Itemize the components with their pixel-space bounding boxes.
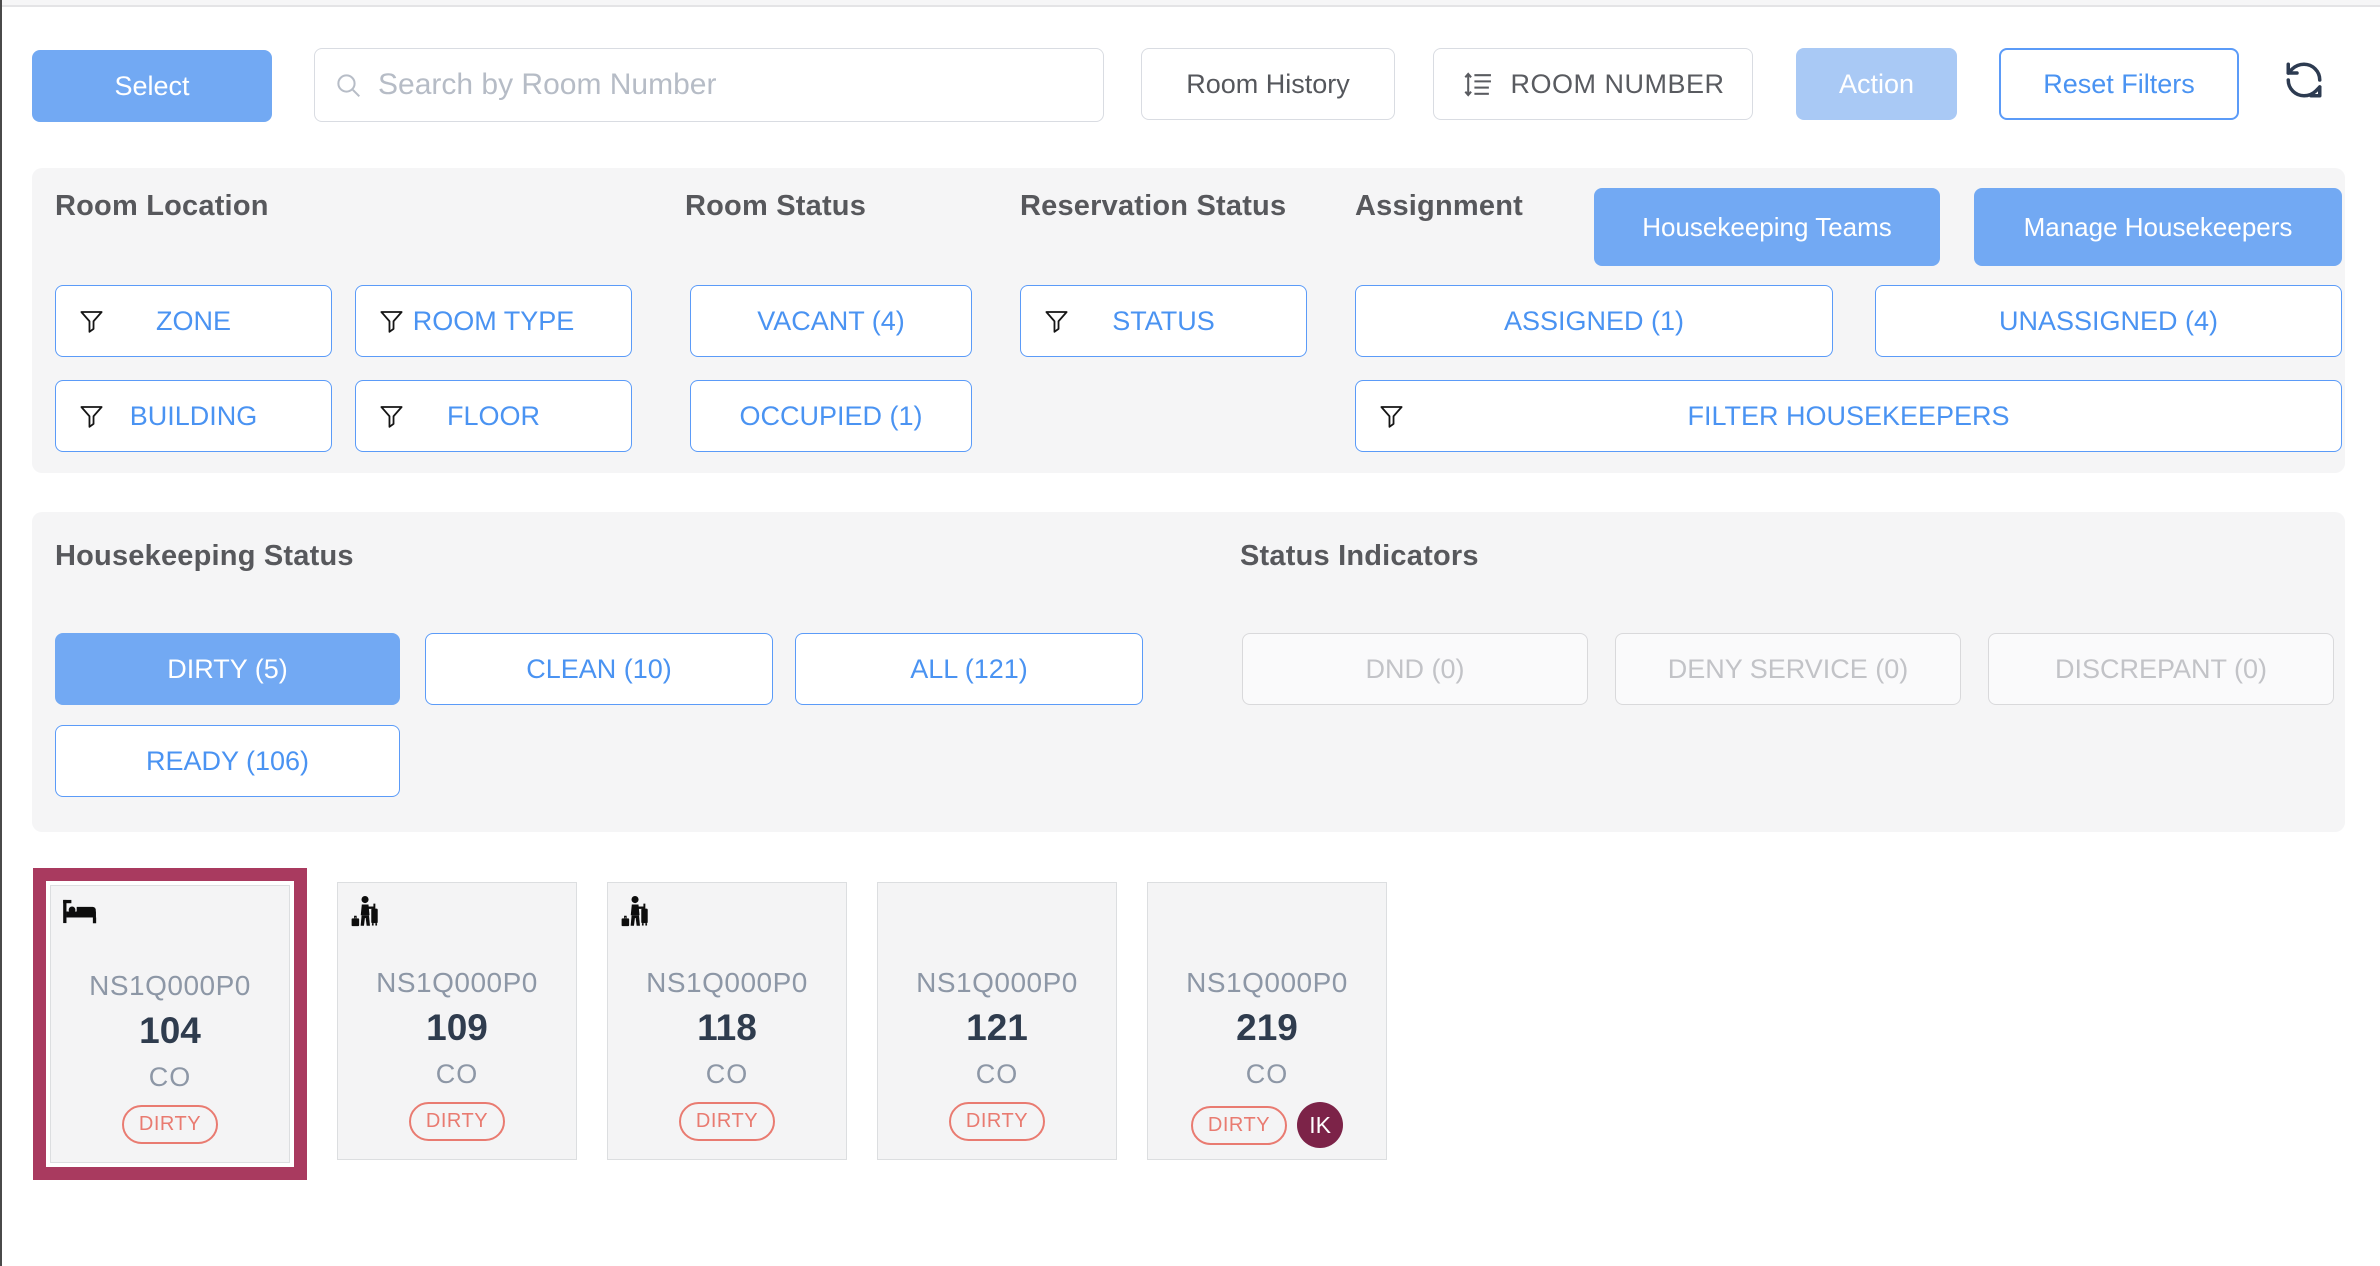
status-panel: Housekeeping Status Status Indicators DI…: [32, 512, 2345, 832]
room-card-104[interactable]: NS1Q000P0 104 CO DIRTY: [50, 885, 290, 1163]
deny-service-indicator-button[interactable]: DENY SERVICE (0): [1615, 633, 1961, 705]
reservation-status-heading: Reservation Status: [1020, 190, 1287, 222]
guest-luggage-icon: [620, 895, 649, 937]
room-type-code: NS1Q000P0: [916, 967, 1078, 998]
bed-icon: [63, 898, 100, 930]
funnel-icon: [1043, 308, 1070, 335]
housekeeping-status-badge: DIRTY: [1190, 1105, 1288, 1145]
filters-panel: Room Location Room Status Reservation St…: [32, 168, 2345, 473]
building-filter-label: BUILDING: [129, 400, 258, 431]
refresh-icon: [2283, 59, 2325, 101]
housekeeping-status-badge: DIRTY: [948, 1102, 1046, 1141]
sort-by-label: ROOM NUMBER: [1510, 68, 1725, 99]
room-number: 118: [697, 1007, 757, 1048]
occupied-filter-button[interactable]: OCCUPIED (1): [690, 380, 972, 452]
room-type-code: NS1Q000P0: [376, 967, 538, 998]
refresh-button[interactable]: [2282, 58, 2326, 102]
funnel-icon: [1378, 403, 1405, 430]
search-input[interactable]: [376, 67, 1083, 103]
room-type-filter-button[interactable]: ROOM TYPE: [355, 285, 632, 357]
top-divider: [0, 0, 2380, 7]
reservation-status-code: CO: [975, 1059, 1019, 1089]
discrepant-indicator-button[interactable]: DISCREPANT (0): [1988, 633, 2334, 705]
room-number: 109: [426, 1007, 488, 1048]
room-type-code: NS1Q000P0: [1186, 967, 1348, 998]
housekeeping-status-badge: DIRTY: [678, 1102, 776, 1141]
vacant-filter-button[interactable]: VACANT (4): [690, 285, 972, 357]
room-number: 219: [1236, 1007, 1298, 1048]
select-button[interactable]: Select: [32, 50, 272, 122]
reservation-status-code: CO: [705, 1059, 749, 1089]
room-card-118[interactable]: NS1Q000P0 118 CO DIRTY: [607, 882, 847, 1160]
room-card-109[interactable]: NS1Q000P0 109 CO DIRTY: [337, 882, 577, 1160]
funnel-icon: [78, 403, 105, 430]
building-filter-button[interactable]: BUILDING: [55, 380, 332, 452]
filter-housekeepers-label: FILTER HOUSEKEEPERS: [1687, 400, 2010, 431]
room-type-code: NS1Q000P0: [646, 967, 808, 998]
room-status-heading: Room Status: [685, 190, 867, 222]
assignment-heading: Assignment: [1355, 190, 1523, 222]
filter-housekeepers-button[interactable]: FILTER HOUSEKEEPERS: [1355, 380, 2342, 452]
housekeeping-status-badge: DIRTY: [408, 1102, 506, 1141]
reservation-status-code: CO: [1245, 1059, 1289, 1089]
selected-room-frame: NS1Q000P0 104 CO DIRTY: [33, 868, 307, 1180]
funnel-icon: [378, 403, 405, 430]
funnel-icon: [378, 308, 405, 335]
all-filter-button[interactable]: ALL (121): [795, 633, 1143, 705]
room-history-button[interactable]: Room History: [1141, 48, 1395, 120]
zone-filter-label: ZONE: [155, 305, 231, 336]
reservation-status-code: CO: [435, 1059, 479, 1089]
room-card-219[interactable]: NS1Q000P0 219 CO DIRTY IK: [1147, 882, 1387, 1160]
unassigned-filter-button[interactable]: UNASSIGNED (4): [1875, 285, 2342, 357]
room-number: 121: [966, 1007, 1028, 1048]
room-type-code: NS1Q000P0: [89, 970, 251, 1001]
housekeeping-status-heading: Housekeeping Status: [55, 540, 354, 572]
status-indicators-heading: Status Indicators: [1240, 540, 1479, 572]
funnel-icon: [78, 308, 105, 335]
assigned-filter-button[interactable]: ASSIGNED (1): [1355, 285, 1833, 357]
housekeeper-avatar-badge[interactable]: IK: [1297, 1102, 1344, 1148]
search-icon: [335, 72, 362, 99]
zone-filter-button[interactable]: ZONE: [55, 285, 332, 357]
window-left-edge: [0, 0, 2, 1266]
dirty-filter-button[interactable]: DIRTY (5): [55, 633, 400, 705]
sort-amount-icon: [1462, 71, 1493, 98]
reservation-status-code: CO: [148, 1062, 192, 1092]
room-number: 104: [139, 1010, 201, 1051]
clean-filter-button[interactable]: CLEAN (10): [425, 633, 773, 705]
floor-filter-label: FLOOR: [446, 400, 540, 431]
sort-by-dropdown[interactable]: ROOM NUMBER: [1433, 48, 1753, 120]
room-card-grid: NS1Q000P0 104 CO DIRTY NS1Q000P0: [33, 868, 1387, 1180]
reset-filters-button[interactable]: Reset Filters: [1999, 48, 2239, 120]
room-card-121[interactable]: NS1Q000P0 121 CO DIRTY: [877, 882, 1117, 1160]
floor-filter-button[interactable]: FLOOR: [355, 380, 632, 452]
room-location-heading: Room Location: [55, 190, 269, 222]
ready-filter-button[interactable]: READY (106): [55, 725, 400, 797]
housekeeping-teams-button[interactable]: Housekeeping Teams: [1594, 188, 1940, 266]
action-button[interactable]: Action: [1796, 48, 1957, 120]
room-type-filter-label: ROOM TYPE: [412, 305, 575, 336]
reservation-status-filter-label: STATUS: [1112, 305, 1215, 336]
housekeeping-status-badge: DIRTY: [121, 1105, 219, 1144]
reservation-status-filter-button[interactable]: STATUS: [1020, 285, 1307, 357]
dnd-indicator-button[interactable]: DND (0): [1242, 633, 1588, 705]
guest-luggage-icon: [350, 895, 379, 937]
manage-housekeepers-button[interactable]: Manage Housekeepers: [1974, 188, 2342, 266]
search-room-field[interactable]: [314, 48, 1104, 122]
